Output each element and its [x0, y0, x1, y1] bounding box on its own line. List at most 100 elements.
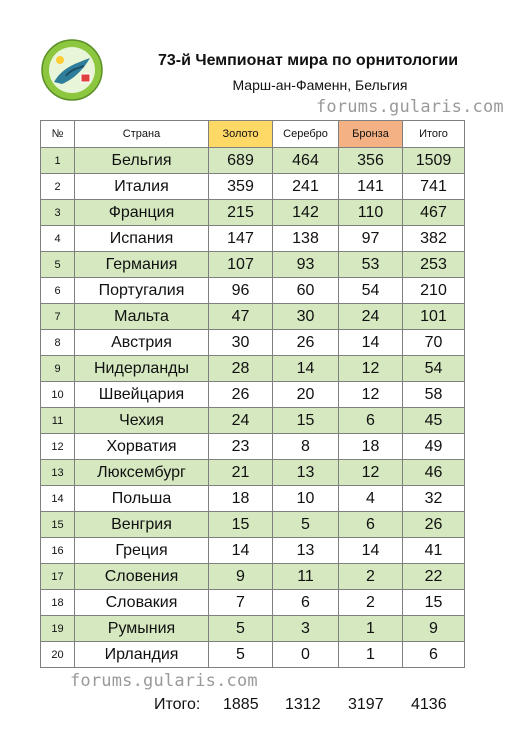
cell-silver: 142 [272, 199, 339, 226]
cell-country: Хорватия [74, 433, 209, 460]
cell-bronze: 24 [338, 303, 403, 330]
cell-silver: 13 [272, 459, 339, 486]
cell-rank: 15 [40, 511, 75, 538]
cell-gold: 21 [208, 459, 273, 486]
table-row: 20 Ирландия 5 0 1 6 [40, 641, 465, 668]
table-row: 18 Словакия 7 6 2 15 [40, 589, 465, 616]
event-location: Марш-ан-Фаменн, Бельгия [232, 77, 408, 93]
cell-country: Ирландия [74, 641, 209, 668]
cell-total: 26 [402, 511, 465, 538]
cell-gold: 15 [208, 511, 273, 538]
cell-silver: 15 [272, 407, 339, 434]
cell-rank: 16 [40, 537, 75, 564]
cell-bronze: 6 [338, 407, 403, 434]
table-row: 10 Швейцария 26 20 12 58 [40, 381, 465, 408]
cell-gold: 18 [208, 485, 273, 512]
cell-silver: 93 [272, 251, 339, 278]
cell-total: 9 [402, 615, 465, 642]
col-header-bronze: Бронза [338, 120, 403, 148]
cell-gold: 96 [208, 277, 273, 304]
cell-silver: 5 [272, 511, 339, 538]
totals-bronze: 3197 [348, 696, 384, 713]
table-row: 13 Люксембург 21 13 12 46 [40, 459, 465, 486]
cell-bronze: 18 [338, 433, 403, 460]
cell-silver: 14 [272, 355, 339, 382]
cell-rank: 17 [40, 563, 75, 590]
table-row: 12 Хорватия 23 8 18 49 [40, 433, 465, 460]
cell-rank: 14 [40, 485, 75, 512]
cell-country: Греция [74, 537, 209, 564]
cell-silver: 60 [272, 277, 339, 304]
table-row: 9 Нидерланды 28 14 12 54 [40, 355, 465, 382]
cell-gold: 107 [208, 251, 273, 278]
cell-total: 45 [402, 407, 465, 434]
cell-bronze: 53 [338, 251, 403, 278]
cell-bronze: 12 [338, 355, 403, 382]
cell-silver: 11 [272, 563, 339, 590]
cell-bronze: 54 [338, 277, 403, 304]
table-row: 15 Венгрия 15 5 6 26 [40, 511, 465, 538]
cell-bronze: 14 [338, 537, 403, 564]
cell-country: Бельгия [74, 147, 209, 174]
table-header-row: № Страна Золото Серебро Бронза Итого [40, 120, 465, 148]
cell-country: Португалия [74, 277, 209, 304]
cell-silver: 13 [272, 537, 339, 564]
cell-bronze: 2 [338, 563, 403, 590]
cell-country: Германия [74, 251, 209, 278]
table-row: 3 Франция 215 142 110 467 [40, 199, 465, 226]
cell-total: 6 [402, 641, 465, 668]
cell-bronze: 2 [338, 589, 403, 616]
cell-bronze: 141 [338, 173, 403, 200]
cell-country: Польша [74, 485, 209, 512]
cell-country: Мальта [74, 303, 209, 330]
cell-silver: 3 [272, 615, 339, 642]
cell-country: Испания [74, 225, 209, 252]
cell-bronze: 1 [338, 641, 403, 668]
cell-bronze: 356 [338, 147, 403, 174]
table-row: 19 Румыния 5 3 1 9 [40, 615, 465, 642]
cell-gold: 24 [208, 407, 273, 434]
cell-country: Люксембург [74, 459, 209, 486]
cell-rank: 11 [40, 407, 75, 434]
cell-bronze: 6 [338, 511, 403, 538]
cell-rank: 9 [40, 355, 75, 382]
cell-gold: 215 [208, 199, 273, 226]
watermark-top: forums.gularis.com [316, 97, 504, 117]
medal-table: № Страна Золото Серебро Бронза Итого 1 Бе… [40, 120, 465, 668]
totals-row: Итого: 1885 1312 3197 4136 [0, 696, 523, 720]
cell-gold: 5 [208, 641, 273, 668]
cell-rank: 2 [40, 173, 75, 200]
cell-total: 70 [402, 329, 465, 356]
table-row: 17 Словения 9 11 2 22 [40, 563, 465, 590]
cell-rank: 4 [40, 225, 75, 252]
cell-bronze: 12 [338, 459, 403, 486]
cell-gold: 689 [208, 147, 273, 174]
table-row: 4 Испания 147 138 97 382 [40, 225, 465, 252]
cell-rank: 18 [40, 589, 75, 616]
cell-total: 382 [402, 225, 465, 252]
cell-rank: 8 [40, 329, 75, 356]
cell-bronze: 110 [338, 199, 403, 226]
cell-total: 253 [402, 251, 465, 278]
cell-rank: 10 [40, 381, 75, 408]
cell-gold: 7 [208, 589, 273, 616]
totals-silver: 1312 [285, 696, 321, 713]
cell-rank: 19 [40, 615, 75, 642]
cell-country: Румыния [74, 615, 209, 642]
table-row: 16 Греция 14 13 14 41 [40, 537, 465, 564]
cell-silver: 26 [272, 329, 339, 356]
cell-rank: 5 [40, 251, 75, 278]
cell-total: 101 [402, 303, 465, 330]
col-header-gold: Золото [208, 120, 273, 148]
page-title: 73-й Чемпионат мира по орнитологии [157, 52, 459, 69]
table-row: 2 Италия 359 241 141 741 [40, 173, 465, 200]
cell-country: Австрия [74, 329, 209, 356]
table-row: 11 Чехия 24 15 6 45 [40, 407, 465, 434]
cell-bronze: 12 [338, 381, 403, 408]
cell-total: 741 [402, 173, 465, 200]
table-row: 5 Германия 107 93 53 253 [40, 251, 465, 278]
cell-gold: 14 [208, 537, 273, 564]
cell-silver: 0 [272, 641, 339, 668]
cell-bronze: 4 [338, 485, 403, 512]
cell-silver: 30 [272, 303, 339, 330]
